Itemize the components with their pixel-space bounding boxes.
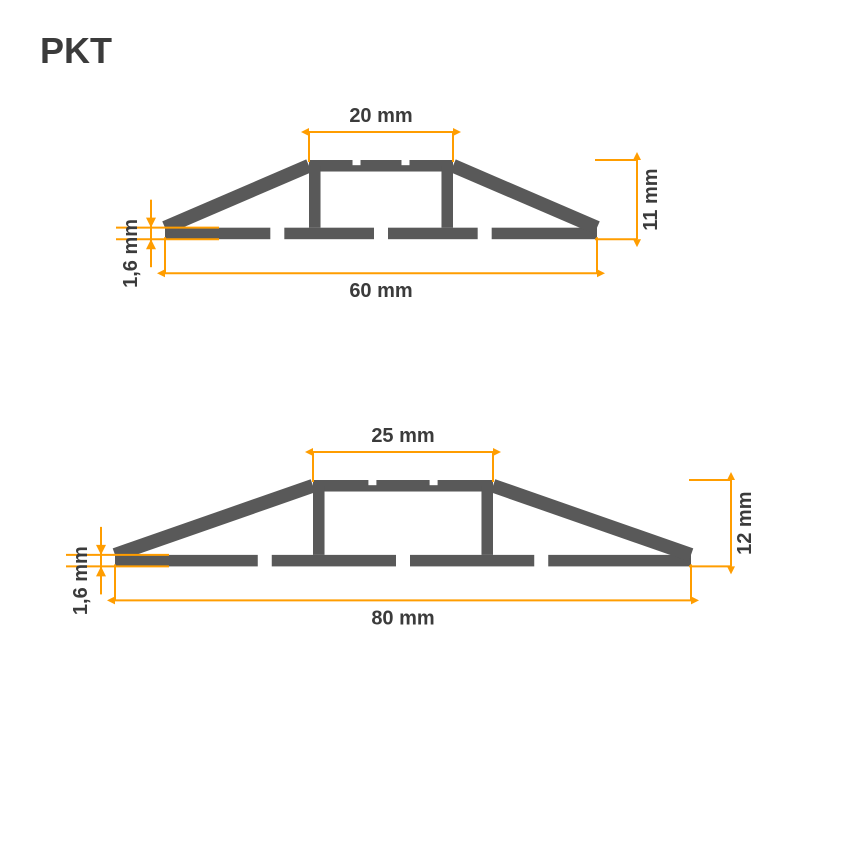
svg-text:1,6 mm: 1,6 mm [70, 546, 92, 615]
svg-text:20 mm: 20 mm [349, 105, 412, 127]
diagram-stage: PKT 20 mm 60 mm 11 mm 1,6 mm 25 mm 80 mm 12 mm… [0, 0, 852, 852]
svg-text:25 mm: 25 mm [371, 425, 434, 447]
diagram-svg: 20 mm 60 mm 11 mm 1,6 mm 25 mm 80 mm 12 mm 1,6 … [0, 0, 852, 852]
svg-text:60 mm: 60 mm [349, 280, 412, 302]
svg-text:12 mm: 12 mm [734, 492, 756, 555]
diagram-title: PKT [40, 30, 112, 72]
svg-text:1,6 mm: 1,6 mm [120, 219, 142, 288]
svg-text:11 mm: 11 mm [640, 168, 662, 230]
svg-text:80 mm: 80 mm [371, 607, 434, 629]
